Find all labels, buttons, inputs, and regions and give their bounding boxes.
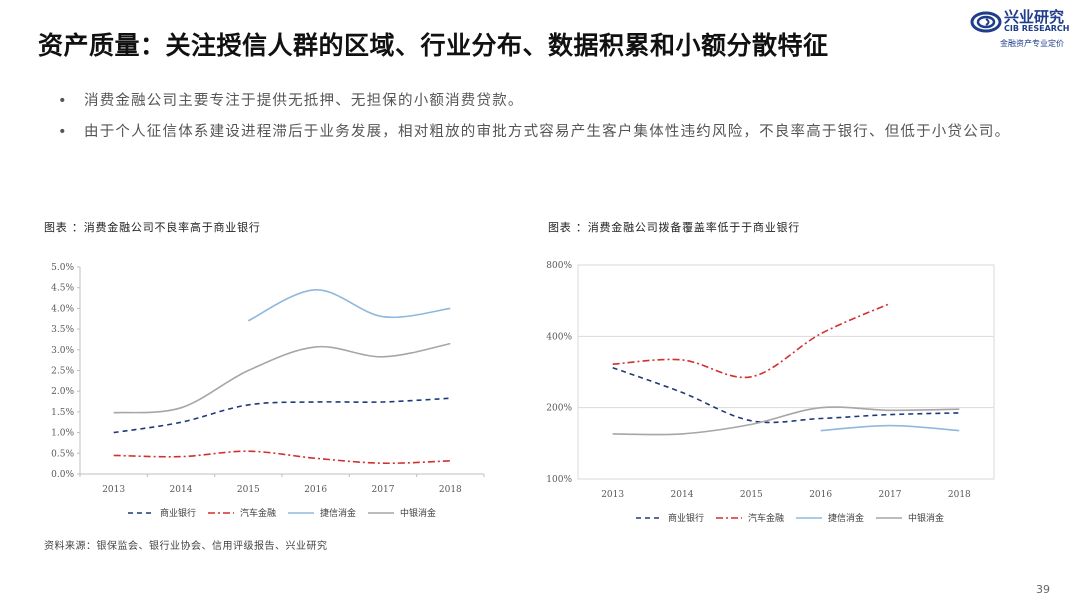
bullet-item: • 消费金融公司主要专注于提供无抵押、无担保的小额消费贷款。 (58, 86, 1018, 117)
page-number: 39 (1036, 583, 1050, 596)
bullet-text: 消费金融公司主要专注于提供无抵押、无担保的小额消费贷款。 (84, 93, 524, 109)
x-tick-label: 2016 (809, 490, 832, 500)
y-tick-label: 0.5% (51, 449, 74, 459)
x-tick-label: 2017 (879, 490, 902, 500)
x-tick-label: 2014 (170, 485, 193, 495)
logo-tagline: 金融资产专业定价 (1000, 39, 1064, 48)
x-tick-label: 2013 (601, 490, 624, 500)
y-tick-label: 800% (546, 261, 572, 271)
series-line (612, 366, 960, 424)
x-tick-label: 2015 (237, 485, 260, 495)
x-tick-label: 2017 (372, 485, 395, 495)
legend-label: 汽车金融 (240, 507, 276, 519)
logo: 兴业研究 CIB RESEARCH 金融资产专业定价 (968, 6, 1076, 52)
y-tick-label: 4.0% (51, 304, 74, 314)
y-tick-label: 3.0% (51, 346, 74, 356)
y-tick-label: 1.5% (51, 408, 74, 418)
logo-name-en: CIB RESEARCH (1004, 24, 1070, 33)
y-tick-label: 200% (546, 404, 572, 414)
y-tick-label: 2.0% (51, 387, 74, 397)
series-line (612, 302, 891, 379)
legend-label: 商业银行 (160, 507, 196, 519)
bullet-list: • 消费金融公司主要专注于提供无抵押、无担保的小额消费贷款。 • 由于个人征信体… (58, 86, 1018, 148)
legend-label: 中银消金 (908, 512, 944, 524)
y-tick-label: 4.5% (51, 284, 74, 294)
x-tick-label: 2018 (948, 490, 971, 500)
bullet-dot: • (58, 124, 68, 140)
y-tick-label: 2.5% (51, 367, 74, 377)
legend-label: 捷信消金 (320, 507, 356, 519)
npl-ratio-chart: 0.0% 0.5% 1.0% 1.5% 2.0% 2.5% 3.0% 3.5% 4.0% 4.5%… (51, 263, 485, 519)
bullet-text: 由于个人征信体系建设进程滞后于业务发展，相对粗放的审批方式容易产生客户集体性违约… (84, 124, 1011, 140)
x-tick-label: 2016 (304, 485, 327, 495)
provision-coverage-chart: 100% 200% 400% 800% 2013 2014 2015 2016 2017 2018… (546, 261, 995, 524)
series-line (247, 288, 451, 322)
y-tick-label: 1.0% (51, 429, 74, 439)
y-tick-label: 100% (546, 475, 572, 485)
right-chart-title: 图表 ：消费金融公司拨备覆盖率低于于商业银行 (548, 221, 801, 234)
legend-label: 中银消金 (400, 507, 436, 519)
series-line (612, 406, 960, 436)
logo-name-cn: 兴业研究 (1004, 8, 1065, 26)
plot-border (577, 264, 995, 480)
x-tick-label: 2014 (671, 490, 694, 500)
series-line (113, 397, 451, 434)
cib-logo-icon (970, 11, 1002, 33)
bullet-dot: • (58, 93, 68, 109)
page-title: 资产质量：关注授信人群的区域、行业分布、数据积累和小额分散特征 (38, 31, 829, 60)
legend-label: 商业银行 (668, 512, 704, 524)
y-tick-label: 0.0% (51, 470, 74, 480)
left-chart-title: 图表 ：消费金融公司不良率高于商业银行 (44, 221, 261, 234)
legend-label: 汽车金融 (748, 512, 784, 524)
x-tick-label: 2015 (740, 490, 763, 500)
bullet-item: • 由于个人征信体系建设进程滞后于业务发展，相对粗放的审批方式容易产生客户集体性… (58, 117, 1018, 148)
y-tick-label: 5.0% (51, 263, 74, 273)
x-tick-label: 2013 (102, 485, 125, 495)
y-tick-label: 400% (546, 332, 572, 342)
x-tick-label: 2018 (439, 485, 462, 495)
series-line (113, 342, 451, 414)
series-line (113, 450, 451, 465)
series-line (820, 424, 960, 432)
y-tick-label: 3.5% (51, 325, 74, 335)
legend-label: 捷信消金 (828, 512, 864, 524)
data-source: 资料来源：银保监会、银行业协会、信用评级报告、兴业研究 (44, 541, 328, 552)
